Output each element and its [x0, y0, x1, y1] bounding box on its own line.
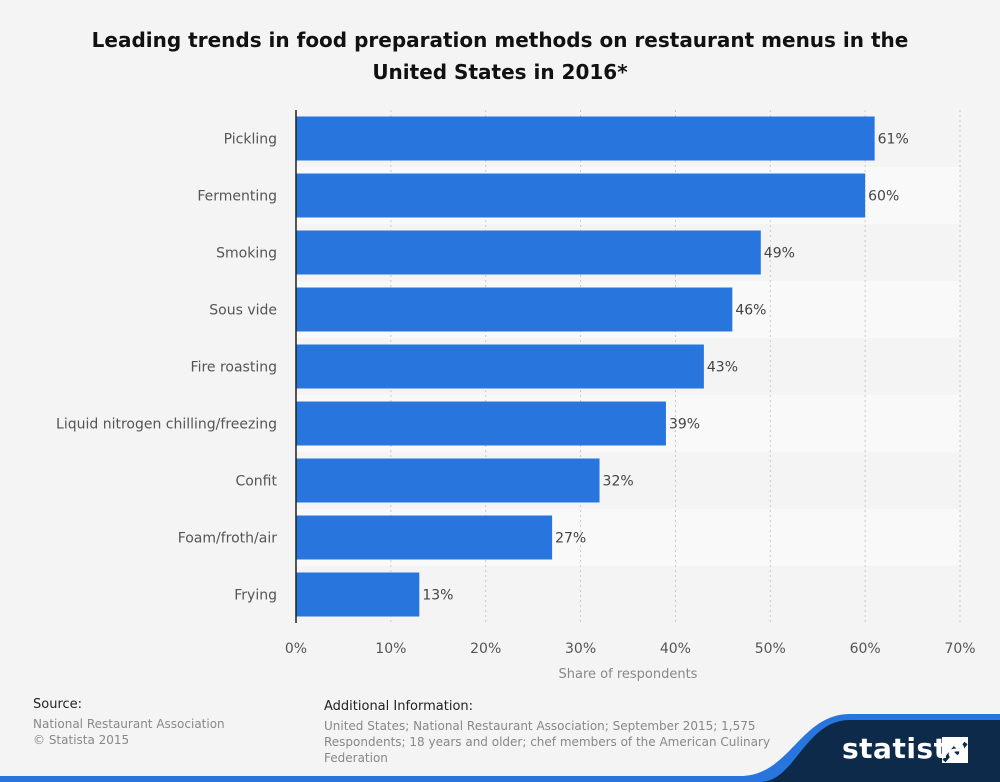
tick-label: 0%	[285, 641, 307, 657]
statista-logo-icon	[942, 737, 968, 763]
category-label: Foam/froth/air	[178, 531, 278, 547]
data-label: 32%	[603, 474, 634, 490]
tick-label: 20%	[470, 641, 501, 657]
data-label: 46%	[735, 303, 766, 319]
bar	[296, 515, 553, 560]
additional-info-line: Respondents; 18 years and older; chef me…	[324, 735, 771, 749]
category-label: Smoking	[216, 246, 277, 262]
data-label: 13%	[422, 588, 453, 604]
bar	[296, 116, 875, 161]
source-heading: Source:	[33, 697, 83, 712]
bar	[296, 173, 866, 218]
data-label: 49%	[764, 246, 795, 262]
source-block: Source: National Restaurant Association …	[33, 697, 225, 748]
bar	[296, 230, 761, 275]
chart-title: Leading trends in food preparation metho…	[91, 28, 909, 84]
bar-chart: Pickling 61% Fermenting 60% Smoking 49% Sous v…	[56, 110, 976, 682]
bar	[296, 287, 733, 332]
data-label: 27%	[555, 531, 586, 547]
bar	[296, 401, 666, 446]
data-label: 43%	[707, 360, 738, 376]
bar	[296, 458, 600, 503]
category-label: Confit	[235, 474, 277, 490]
category-label: Sous vide	[209, 303, 277, 319]
category-label: Frying	[234, 588, 277, 604]
bar	[296, 344, 704, 389]
source-line: National Restaurant Association	[33, 717, 225, 731]
additional-info-line: United States; National Restaurant Assoc…	[324, 719, 756, 733]
tick-label: 30%	[565, 641, 596, 657]
data-label: 61%	[878, 132, 909, 148]
additional-info-heading: Additional Information:	[324, 699, 474, 714]
statista-brand-name: statista	[842, 732, 967, 765]
bar	[296, 572, 420, 617]
tick-label: 10%	[375, 641, 406, 657]
category-label: Liquid nitrogen chilling/freezing	[56, 417, 277, 433]
category-label: Pickling	[224, 132, 277, 148]
tick-label: 60%	[850, 641, 881, 657]
data-label: 39%	[669, 417, 700, 433]
source-line: © Statista 2015	[33, 733, 130, 747]
additional-info-line: Federation	[324, 751, 388, 765]
additional-info-block: Additional Information: United States; N…	[324, 699, 770, 766]
data-label: 60%	[868, 189, 899, 205]
brand-navy-wave	[760, 720, 1000, 782]
tick-label: 70%	[944, 641, 975, 657]
tick-label: 50%	[755, 641, 786, 657]
category-label: Fire roasting	[191, 360, 277, 376]
tick-label: 40%	[660, 641, 691, 657]
x-axis-title: Share of respondents	[559, 667, 698, 682]
brand-banner	[0, 714, 1000, 782]
category-label: Fermenting	[197, 189, 277, 205]
